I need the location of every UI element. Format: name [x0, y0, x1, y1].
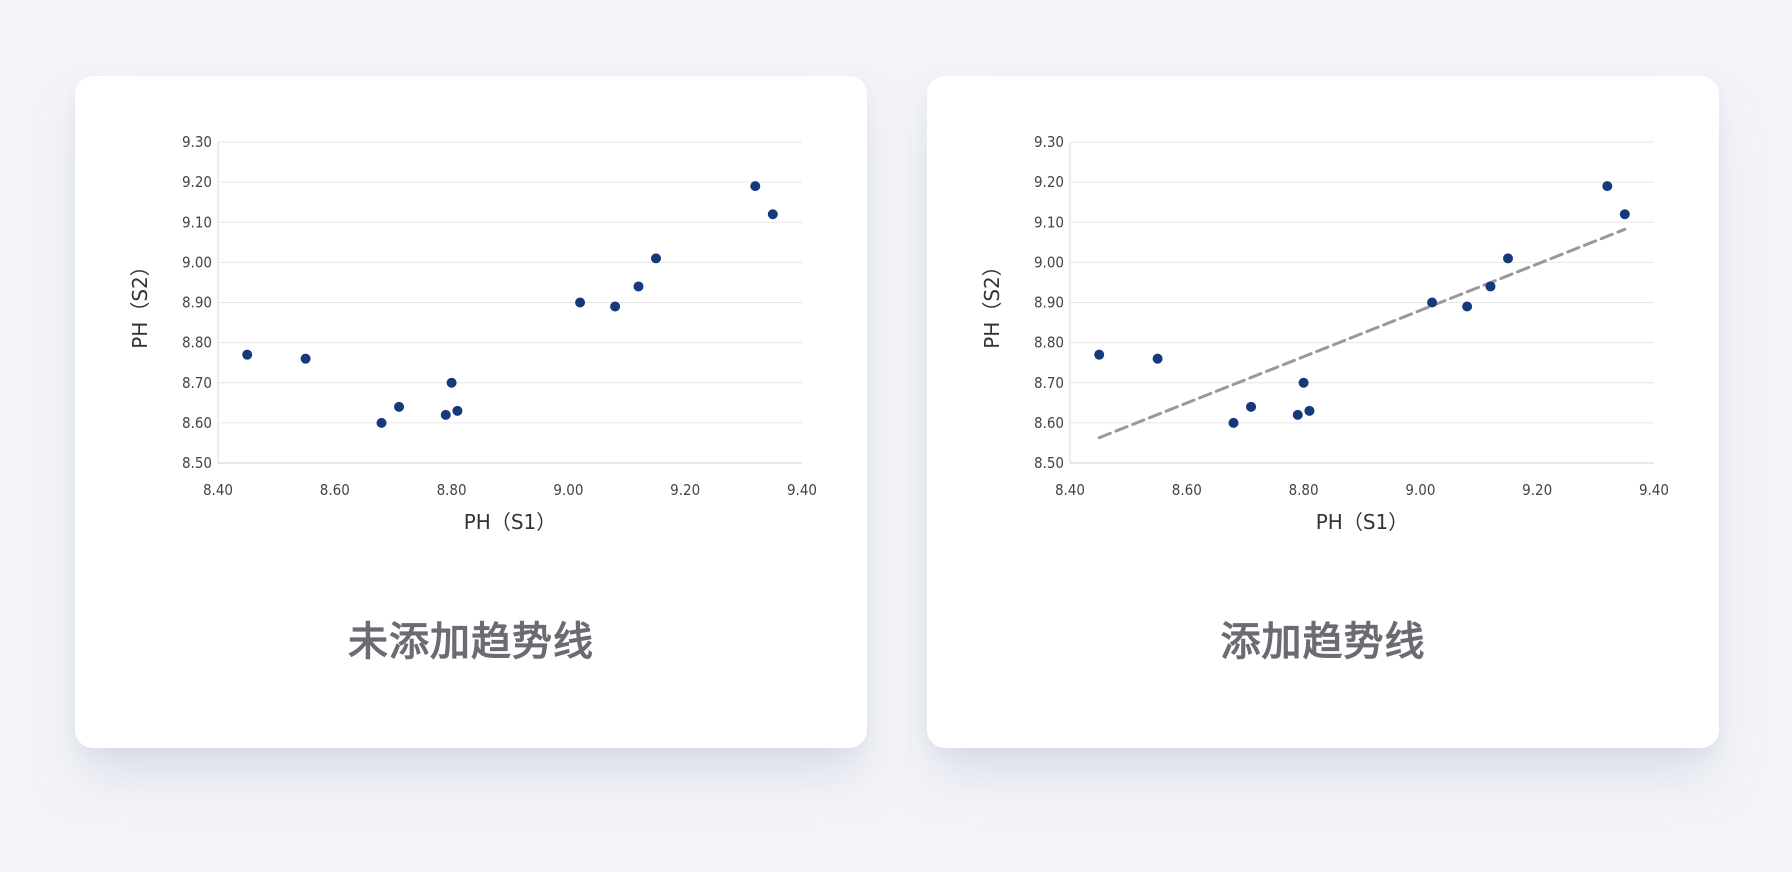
data-point — [452, 405, 463, 416]
data-point — [1246, 401, 1257, 412]
x-tick-label: 8.60 — [1172, 481, 1202, 499]
y-tick-label: 8.80 — [182, 334, 212, 352]
y-tick-label: 8.70 — [1034, 374, 1064, 392]
data-point — [651, 253, 661, 264]
data-point — [1094, 349, 1105, 360]
x-tick-label: 8.40 — [203, 481, 233, 499]
y-tick-label: 8.90 — [1034, 294, 1064, 312]
x-axis-title: PH（S1） — [1316, 510, 1409, 534]
data-point — [767, 209, 778, 220]
y-tick-label: 9.20 — [1034, 173, 1064, 191]
y-tick-label: 8.80 — [1034, 334, 1064, 352]
data-point — [446, 377, 457, 388]
scatter-chart: 8.50 8.60 8.70 8.80 8.90 9.00 9.10 9.20 9.30 8.40… — [128, 133, 817, 534]
x-tick-label: 9.20 — [1522, 481, 1552, 499]
x-tick-label: 8.80 — [437, 481, 467, 499]
data-point — [1485, 281, 1496, 292]
y-tick-label: 8.90 — [182, 294, 212, 312]
x-tick-label: 8.60 — [320, 481, 350, 499]
data-point — [633, 281, 644, 292]
chart-caption: 添加趋势线 — [1220, 619, 1426, 665]
data-point — [242, 349, 253, 360]
y-tick-label: 9.30 — [1034, 133, 1064, 151]
data-point — [1602, 181, 1613, 192]
y-tick-label: 8.70 — [182, 374, 212, 392]
data-point — [1304, 405, 1315, 416]
data-point — [440, 409, 451, 420]
y-axis-title: PH（S2） — [128, 256, 152, 349]
data-point — [575, 297, 586, 308]
y-tick-label: 9.30 — [182, 133, 212, 151]
x-axis-title: PH（S1） — [464, 510, 557, 534]
data-point — [376, 417, 387, 428]
x-tick-label: 9.00 — [553, 481, 583, 499]
chart-caption: 未添加趋势线 — [348, 619, 594, 665]
x-tick-label: 8.40 — [1055, 481, 1085, 499]
chart-card-without-trendline: 8.50 8.60 8.70 8.80 8.90 9.00 9.10 9.20 9.30 8.40… — [75, 76, 867, 748]
data-point — [1292, 409, 1303, 420]
x-tick-label: 9.00 — [1405, 481, 1435, 499]
y-tick-label: 9.10 — [182, 213, 212, 231]
x-tick-label: 9.40 — [787, 481, 817, 499]
trendline — [1097, 227, 1627, 440]
data-point — [300, 353, 311, 364]
x-tick-label: 8.80 — [1289, 481, 1319, 499]
scatter-chart: 8.50 8.60 8.70 8.80 8.90 9.00 9.10 9.20 9.30 8.40… — [980, 133, 1669, 534]
data-point — [1152, 353, 1163, 364]
x-tick-label: 9.40 — [1639, 481, 1669, 499]
data-point — [750, 181, 761, 192]
data-point — [1462, 301, 1473, 312]
y-tick-label: 9.10 — [1034, 213, 1064, 231]
x-tick-label: 9.20 — [670, 481, 700, 499]
y-tick-label: 8.60 — [1034, 414, 1064, 432]
data-point — [394, 401, 405, 412]
data-point — [1427, 297, 1438, 308]
data-point — [1619, 209, 1630, 220]
y-tick-label: 9.00 — [1034, 253, 1064, 271]
y-tick-label: 9.00 — [182, 253, 212, 271]
chart-card-with-trendline: 8.50 8.60 8.70 8.80 8.90 9.00 9.10 9.20 9.30 8.40… — [927, 76, 1719, 748]
data-point — [1503, 253, 1513, 264]
y-axis-title: PH（S2） — [980, 256, 1004, 349]
data-point — [610, 301, 621, 312]
data-point — [1228, 417, 1239, 428]
y-tick-label: 8.50 — [1034, 454, 1064, 472]
y-tick-label: 8.60 — [182, 414, 212, 432]
y-tick-label: 9.20 — [182, 173, 212, 191]
y-tick-label: 8.50 — [182, 454, 212, 472]
data-point — [1298, 377, 1309, 388]
